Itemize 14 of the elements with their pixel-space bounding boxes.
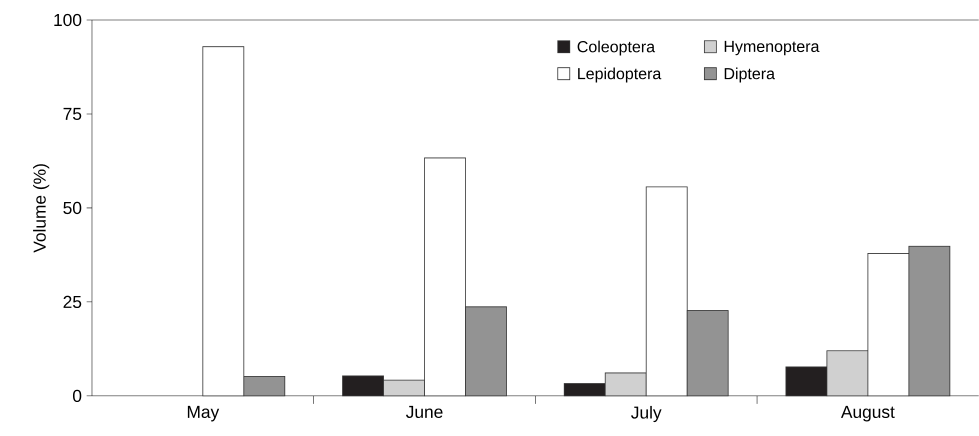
legend-label: Lepidoptera [578, 68, 662, 83]
x-tick-label: May [188, 406, 220, 422]
legend-label: Diptera [724, 68, 775, 83]
x-tick-label: July [631, 406, 662, 422]
y-tick-label: 75 [64, 108, 82, 120]
x-tick-label: August [840, 406, 895, 422]
legend-label: Coleoptera [578, 40, 656, 56]
y-tick-label: 100 [54, 14, 82, 26]
y-tick-label: 0 [72, 390, 82, 402]
y-tick-label: 50 [63, 202, 82, 214]
y-tick-label: 25 [64, 296, 82, 308]
x-tick-label: June [406, 406, 443, 418]
y-axis-title: Volume (%) [33, 164, 50, 253]
legend-label: Hymenoptera [724, 40, 820, 56]
